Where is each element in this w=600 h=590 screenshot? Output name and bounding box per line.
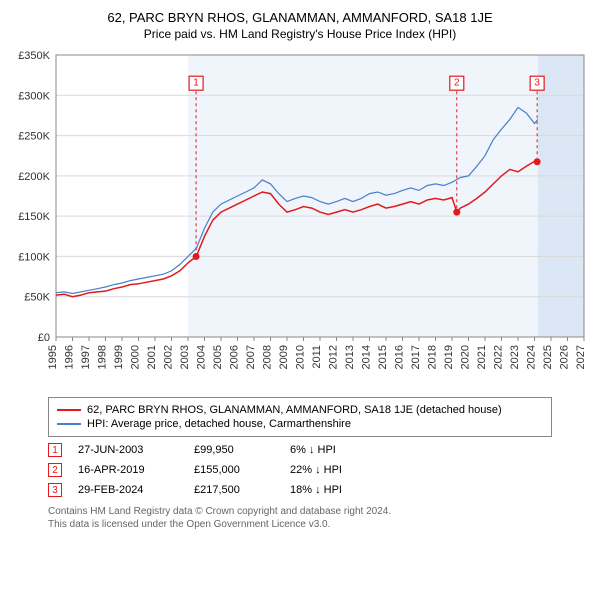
sale-marker-badge: 1 bbox=[48, 443, 62, 457]
svg-text:£250K: £250K bbox=[18, 131, 50, 143]
svg-text:£100K: £100K bbox=[18, 251, 50, 263]
sale-hpi-diff: 22% ↓ HPI bbox=[290, 464, 400, 476]
chart-subtitle: Price paid vs. HM Land Registry's House … bbox=[8, 27, 592, 41]
svg-text:2022: 2022 bbox=[493, 345, 505, 369]
svg-text:2004: 2004 bbox=[196, 345, 208, 369]
svg-text:2006: 2006 bbox=[229, 345, 241, 369]
svg-text:2014: 2014 bbox=[361, 345, 373, 369]
svg-text:£300K: £300K bbox=[18, 90, 50, 102]
svg-text:£50K: £50K bbox=[24, 292, 50, 304]
svg-text:£0: £0 bbox=[38, 332, 50, 344]
svg-text:2019: 2019 bbox=[443, 345, 455, 369]
svg-text:1998: 1998 bbox=[97, 345, 109, 369]
svg-text:2018: 2018 bbox=[427, 345, 439, 369]
sales-table: 1 27-JUN-2003 £99,950 6% ↓ HPI 2 16-APR-2019 £… bbox=[48, 443, 552, 497]
attribution-line: Contains HM Land Registry data © Crown c… bbox=[48, 505, 552, 518]
sale-date: 16-APR-2019 bbox=[78, 464, 178, 476]
attribution-line: This data is licensed under the Open Gov… bbox=[48, 518, 552, 531]
svg-text:2002: 2002 bbox=[163, 345, 175, 369]
chart-area: £0 £50K £100K £150K £200K £250K £300K £350K 1995… bbox=[8, 47, 592, 387]
svg-text:1: 1 bbox=[193, 78, 199, 89]
svg-text:2005: 2005 bbox=[212, 345, 224, 369]
legend-label: HPI: Average price, detached house, Carm… bbox=[87, 418, 351, 430]
svg-text:2000: 2000 bbox=[130, 345, 142, 369]
line-chart: £0 £50K £100K £150K £200K £250K £300K £350K 1995… bbox=[8, 47, 592, 387]
svg-text:£200K: £200K bbox=[18, 171, 50, 183]
sale-point bbox=[453, 209, 460, 216]
sale-price: £155,000 bbox=[194, 464, 274, 476]
sale-price: £99,950 bbox=[194, 444, 274, 456]
legend: 62, PARC BRYN RHOS, GLANAMMAN, AMMANFORD… bbox=[48, 397, 552, 437]
svg-text:2008: 2008 bbox=[262, 345, 274, 369]
sale-marker-badge: 2 bbox=[48, 463, 62, 477]
svg-text:2009: 2009 bbox=[278, 345, 290, 369]
svg-text:2015: 2015 bbox=[377, 345, 389, 369]
sale-row: 1 27-JUN-2003 £99,950 6% ↓ HPI bbox=[48, 443, 552, 457]
sale-point bbox=[534, 158, 541, 165]
attribution: Contains HM Land Registry data © Crown c… bbox=[48, 505, 552, 531]
sale-marker-badge: 3 bbox=[48, 483, 62, 497]
svg-text:1997: 1997 bbox=[80, 345, 92, 369]
sale-hpi-diff: 18% ↓ HPI bbox=[290, 484, 400, 496]
sale-point bbox=[193, 253, 200, 260]
svg-text:2021: 2021 bbox=[476, 345, 488, 369]
svg-text:2010: 2010 bbox=[295, 345, 307, 369]
legend-swatch bbox=[57, 423, 81, 425]
svg-text:2007: 2007 bbox=[245, 345, 257, 369]
svg-text:2013: 2013 bbox=[344, 345, 356, 369]
svg-text:2003: 2003 bbox=[179, 345, 191, 369]
svg-text:2011: 2011 bbox=[311, 345, 323, 369]
sale-date: 27-JUN-2003 bbox=[78, 444, 178, 456]
svg-text:2023: 2023 bbox=[509, 345, 521, 369]
sale-price: £217,500 bbox=[194, 484, 274, 496]
legend-swatch bbox=[57, 409, 81, 411]
svg-text:2: 2 bbox=[454, 78, 460, 89]
svg-text:2016: 2016 bbox=[394, 345, 406, 369]
svg-text:1995: 1995 bbox=[47, 345, 59, 369]
svg-text:2001: 2001 bbox=[146, 345, 158, 369]
svg-text:2020: 2020 bbox=[460, 345, 472, 369]
svg-text:2012: 2012 bbox=[328, 345, 340, 369]
chart-title: 62, PARC BRYN RHOS, GLANAMMAN, AMMANFORD… bbox=[8, 10, 592, 25]
svg-text:3: 3 bbox=[534, 78, 540, 89]
svg-text:2017: 2017 bbox=[410, 345, 422, 369]
sale-hpi-diff: 6% ↓ HPI bbox=[290, 444, 400, 456]
svg-text:£150K: £150K bbox=[18, 211, 50, 223]
svg-text:2027: 2027 bbox=[575, 345, 587, 369]
svg-text:1996: 1996 bbox=[64, 345, 76, 369]
svg-text:2024: 2024 bbox=[526, 345, 538, 369]
sale-row: 2 16-APR-2019 £155,000 22% ↓ HPI bbox=[48, 463, 552, 477]
legend-item: 62, PARC BRYN RHOS, GLANAMMAN, AMMANFORD… bbox=[57, 404, 543, 416]
legend-item: HPI: Average price, detached house, Carm… bbox=[57, 418, 543, 430]
legend-label: 62, PARC BRYN RHOS, GLANAMMAN, AMMANFORD… bbox=[87, 404, 502, 416]
sale-row: 3 29-FEB-2024 £217,500 18% ↓ HPI bbox=[48, 483, 552, 497]
svg-text:£350K: £350K bbox=[18, 50, 50, 62]
svg-text:2025: 2025 bbox=[542, 345, 554, 369]
sale-date: 29-FEB-2024 bbox=[78, 484, 178, 496]
svg-text:1999: 1999 bbox=[113, 345, 125, 369]
svg-text:2026: 2026 bbox=[559, 345, 571, 369]
